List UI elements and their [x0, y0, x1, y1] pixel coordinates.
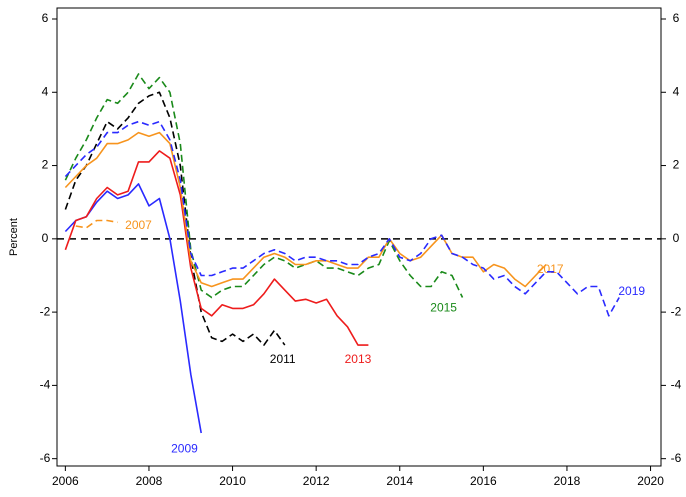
- x-tick-label: 2010: [219, 474, 246, 488]
- y2-tick-label: -4: [671, 378, 682, 392]
- y-tick-label: 0: [42, 231, 49, 245]
- series-line: [64, 120, 620, 317]
- x-tick-label: 2008: [136, 474, 163, 488]
- plot-frame: [56, 7, 662, 467]
- x-tick-label: 2012: [303, 474, 330, 488]
- series-label: 2013: [345, 352, 372, 366]
- y2-tick-label: -6: [671, 451, 682, 465]
- y-tick-label: -6: [40, 451, 51, 465]
- y2-tick-label: 6: [673, 11, 680, 25]
- x-tick-label: 2006: [52, 474, 79, 488]
- series-line: [75, 219, 118, 229]
- y-tick-label: 4: [42, 84, 49, 98]
- series-label: 2017: [537, 262, 564, 276]
- y2-tick-label: 4: [673, 84, 680, 98]
- series-line: [64, 131, 547, 288]
- y2-tick-label: 0: [673, 231, 680, 245]
- y-tick-label: -2: [40, 304, 51, 318]
- x-tick-label: 2016: [470, 474, 497, 488]
- series-line: [64, 150, 369, 346]
- series-line: [64, 73, 464, 299]
- x-tick-label: 2014: [386, 474, 413, 488]
- series-label: 2019: [618, 284, 645, 298]
- series-line: [64, 91, 286, 346]
- y2-tick-label: -2: [671, 304, 682, 318]
- series-label: 2011: [270, 352, 296, 366]
- y-tick-label: 6: [42, 11, 49, 25]
- y-axis-label: Percent: [8, 218, 20, 256]
- series-label: 2015: [430, 301, 457, 315]
- series-label: 2007: [125, 218, 152, 232]
- x-tick-label: 2020: [637, 474, 664, 488]
- y2-tick-label: 2: [673, 158, 680, 172]
- y-tick-label: 2: [42, 158, 49, 172]
- y-tick-label: -4: [40, 378, 51, 392]
- series-label: 2009: [171, 442, 198, 456]
- x-tick-label: 2018: [554, 474, 581, 488]
